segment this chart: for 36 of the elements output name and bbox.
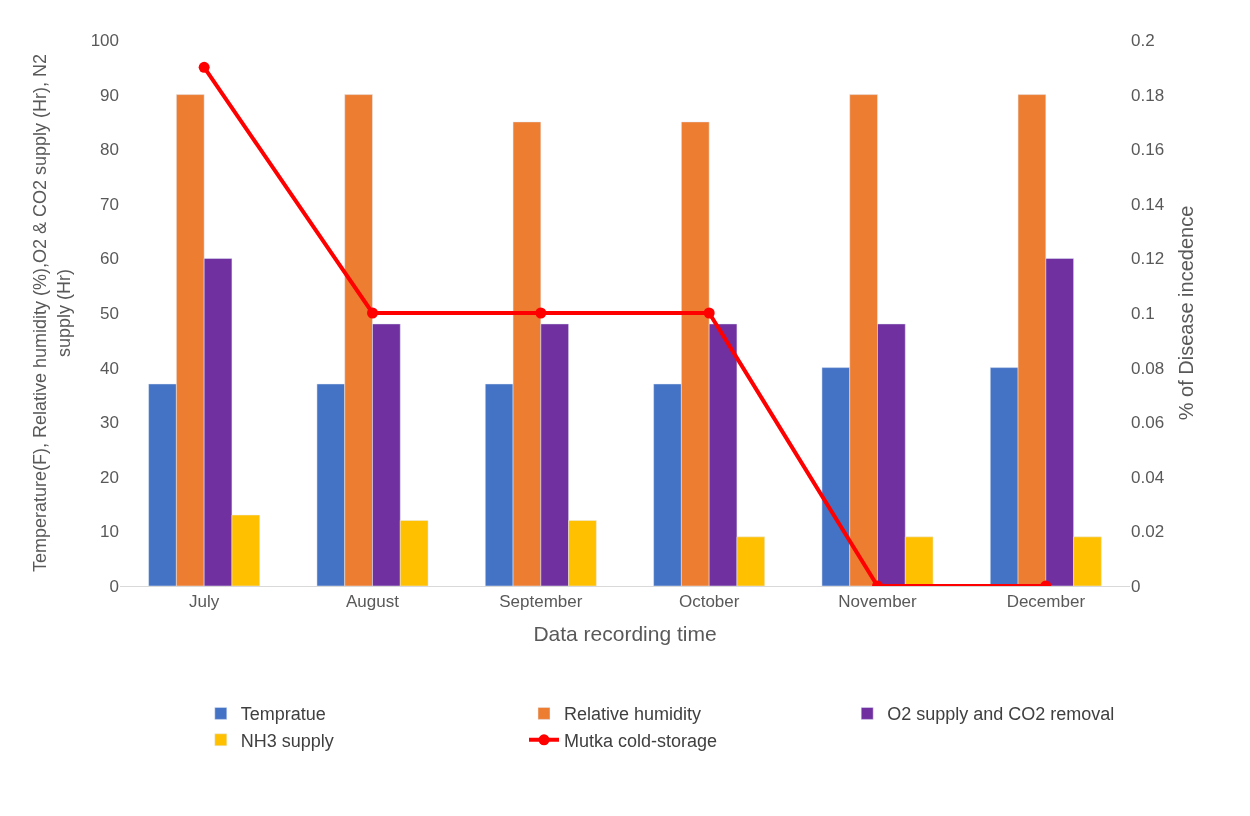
- y2-tick-label: 0.02: [1131, 522, 1165, 542]
- legend-label: Relative humidity: [564, 704, 702, 725]
- y2-tick-label: 0.16: [1131, 140, 1165, 160]
- legend-label: Tempratue: [240, 704, 326, 725]
- x-tick-label: October: [678, 592, 740, 612]
- y-tick-label: 80: [100, 140, 119, 160]
- y2-tick-label: 0: [1131, 576, 1141, 596]
- y2-tick-label: 0.1: [1131, 303, 1155, 323]
- y-tick-label: 50: [100, 303, 119, 323]
- y-tick-label: 100: [90, 30, 119, 50]
- y-axis-title: Temperature(F), Relative humidity (%),O2 & CO2 supply (Hr), N2 supply (Hr): [30, 53, 74, 573]
- x-tick-label: November: [838, 592, 918, 612]
- y-tick-label: 30: [100, 413, 119, 433]
- y2-tick-label: 0.12: [1131, 249, 1165, 269]
- y2-tick-label: 0.18: [1131, 85, 1165, 105]
- y-tick-label: 90: [100, 85, 119, 105]
- x-tick-label: September: [499, 592, 583, 612]
- y2-tick-label: 0.14: [1131, 194, 1165, 214]
- y-tick-label: 0: [109, 576, 119, 596]
- y2-tick-label: 0.04: [1131, 467, 1165, 487]
- legend-label: Mutka cold-storage: [564, 730, 718, 751]
- y2-axis-title: % of Disease incedence: [1174, 205, 1197, 421]
- y2-tick-label: 0.06: [1131, 413, 1165, 433]
- x-axis-title: Data recording time: [533, 621, 717, 645]
- y-tick-label: 20: [100, 467, 119, 487]
- y-tick-label: 70: [100, 194, 119, 214]
- legend-label: O2 supply and CO2 removal: [887, 704, 1115, 725]
- x-tick-label: August: [346, 592, 400, 612]
- x-tick-label: July: [189, 592, 220, 612]
- y-tick-label: 60: [100, 249, 119, 269]
- y2-tick-label: 0.2: [1131, 30, 1155, 50]
- y-tick-label: 40: [100, 358, 119, 378]
- y-tick-label: 10: [100, 522, 119, 542]
- y2-tick-label: 0.08: [1131, 358, 1165, 378]
- legend-label: NH3 supply: [240, 730, 334, 751]
- x-tick-label: December: [1006, 592, 1086, 612]
